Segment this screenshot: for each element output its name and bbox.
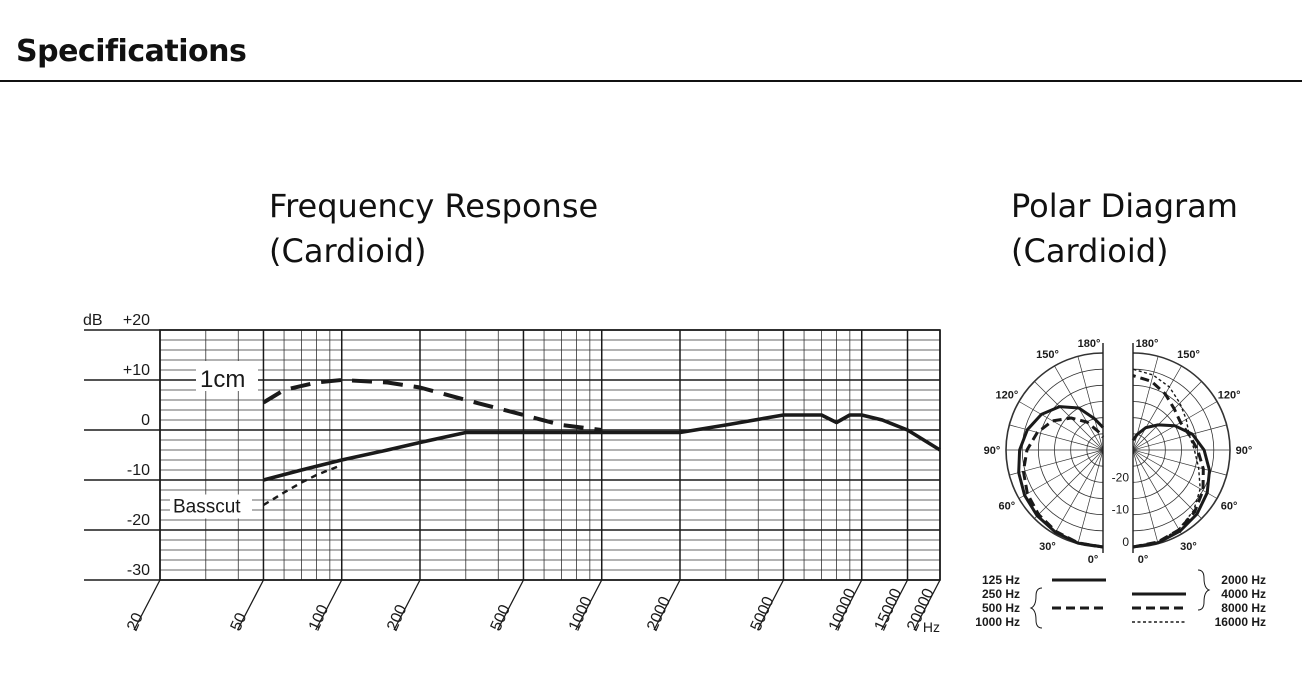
- x-axis-unit: Hz: [923, 619, 940, 635]
- polar-spoke: [1132, 449, 1202, 519]
- polar-spoke: [1077, 449, 1104, 544]
- polar-ring-label: 0: [1122, 535, 1129, 549]
- polar-spoke: [1132, 449, 1159, 544]
- polar-ring-label: -10: [1112, 503, 1130, 517]
- polar-legend-left-label: 125 Hz: [982, 573, 1020, 587]
- polar-spoke: [1132, 449, 1182, 535]
- frequency-response-subtitle: (Cardioid): [269, 232, 427, 270]
- legend-brace-right: [1197, 569, 1211, 611]
- page-title: Specifications: [16, 34, 247, 69]
- frequency-series-2: [262, 378, 602, 432]
- polar-angle-label-left: 180°: [1078, 338, 1101, 350]
- y-tick-label: -20: [127, 512, 150, 529]
- polar-diagram-heading: Polar Diagram (Cardioid): [1011, 184, 1238, 274]
- polar-series-5: [1132, 368, 1201, 548]
- polar-series-4: [1132, 374, 1205, 549]
- series-label-1cm: 1cm: [200, 366, 245, 393]
- x-tick-leader: [575, 579, 603, 631]
- polar-spoke: [1077, 356, 1104, 451]
- title-divider: [0, 80, 1302, 82]
- x-tick-leader: [653, 579, 681, 631]
- polar-legend-right-label: 8000 Hz: [1221, 601, 1266, 615]
- polar-angle-label-right: 30°: [1180, 541, 1197, 553]
- polar-spoke: [1132, 449, 1218, 499]
- polar-gap: [1104, 341, 1132, 555]
- polar-grid-right: [1132, 343, 1231, 553]
- polar-series-3: [1131, 423, 1211, 549]
- polar-legend-left-label: 250 Hz: [982, 587, 1020, 601]
- polar-diagram-chart: 0° 0° 30° 30° 60° 60° 90° 90° 120° 120° 150° 150° 18…: [975, 338, 1266, 629]
- x-tick-label: 2000: [644, 594, 674, 634]
- polar-spoke: [1034, 381, 1104, 451]
- polar-spoke: [1132, 365, 1182, 451]
- polar-angle-label-right: 90°: [1236, 445, 1253, 457]
- y-tick-label: -10: [127, 462, 150, 479]
- polar-angle-label-left: 90°: [984, 445, 1001, 457]
- y-axis-label: dB: [83, 312, 103, 329]
- polar-ring-label: -20: [1112, 470, 1130, 484]
- polar-spoke: [1054, 449, 1104, 535]
- y-tick-label: 0: [141, 412, 150, 429]
- y-tick-label: +20: [123, 312, 150, 329]
- x-tick-leader: [236, 579, 265, 631]
- y-tick-label: -30: [127, 562, 150, 579]
- polar-spoke: [1132, 424, 1227, 451]
- series-label-basscut: Basscut: [173, 497, 241, 518]
- polar-angle-label-left: 0°: [1088, 554, 1099, 566]
- x-tick-leader: [756, 579, 785, 631]
- polar-spoke: [1132, 381, 1202, 451]
- polar-legend-right-label: 4000 Hz: [1221, 587, 1266, 601]
- y-tick-label: +10: [123, 362, 150, 379]
- x-tick-leader: [496, 579, 525, 631]
- polar-series-2: [1021, 416, 1105, 549]
- x-tick-label: 10000: [826, 586, 860, 634]
- polar-angle-label-left: 60°: [999, 501, 1016, 513]
- polar-spoke: [1009, 424, 1104, 451]
- frequency-response-heading: Frequency Response (Cardioid): [269, 184, 598, 274]
- frequency-series-3: [262, 463, 343, 507]
- frequency-grid: [84, 329, 941, 581]
- polar-spoke: [1009, 449, 1104, 476]
- polar-angle-label-right: 0°: [1138, 554, 1149, 566]
- polar-spoke: [1132, 449, 1227, 476]
- polar-angle-label-right: 180°: [1136, 338, 1159, 350]
- plot-frame: [159, 329, 941, 581]
- x-tick-leader: [315, 579, 343, 631]
- polar-angle-label-left: 30°: [1039, 541, 1056, 553]
- x-tick-leader: [913, 579, 941, 631]
- polar-legend-right-label: 16000 Hz: [1215, 615, 1266, 629]
- polar-spoke: [1018, 449, 1104, 499]
- x-tick-leader: [880, 579, 909, 631]
- x-tick-leader: [133, 579, 161, 631]
- polar-diagram-title: Polar Diagram: [1011, 187, 1238, 225]
- polar-diagram-subtitle: (Cardioid): [1011, 232, 1169, 270]
- polar-angle-label-right: 150°: [1177, 349, 1200, 361]
- x-tick-leader: [835, 579, 863, 631]
- label-backing: [170, 494, 252, 519]
- polar-spoke: [1018, 401, 1104, 451]
- polar-legend-left-label: 1000 Hz: [975, 615, 1020, 629]
- polar-angle-label-right: 60°: [1221, 501, 1238, 513]
- polar-angle-label-right: 120°: [1218, 390, 1241, 402]
- label-backing: [196, 361, 258, 391]
- polar-spoke: [1034, 449, 1104, 519]
- polar-angle-label-left: 120°: [995, 390, 1018, 402]
- x-tick-label: 20: [124, 610, 147, 633]
- x-tick-label: 15000: [872, 586, 906, 634]
- x-tick-label: 5000: [748, 594, 778, 634]
- polar-legend-left-label: 500 Hz: [982, 601, 1020, 615]
- x-tick-label: 50: [228, 610, 251, 633]
- x-tick-leader: [393, 579, 421, 631]
- legend-brace-left: [1029, 587, 1043, 629]
- x-tick-label: 1000: [566, 594, 596, 634]
- polar-legend-right-label: 2000 Hz: [1221, 573, 1266, 587]
- frequency-response-title: Frequency Response: [269, 187, 599, 225]
- polar-angle-label-left: 150°: [1036, 349, 1059, 361]
- frequency-series-1: [263, 413, 941, 482]
- polar-grid-left: [1005, 343, 1104, 553]
